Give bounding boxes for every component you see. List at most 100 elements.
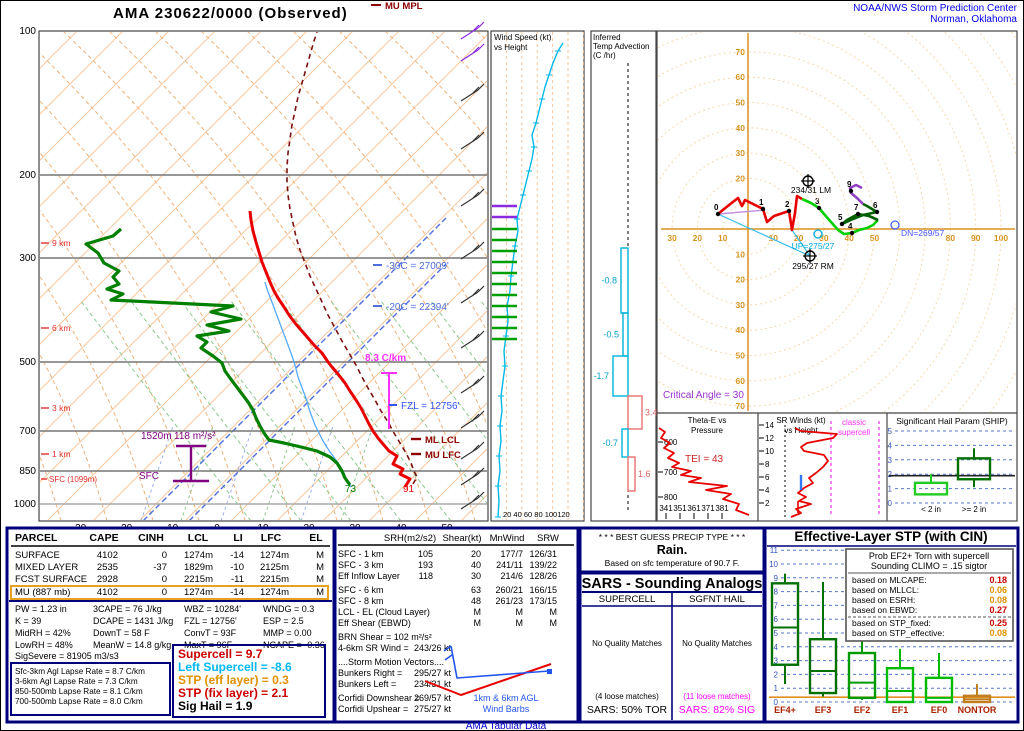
stp-prob-line1: Prob EF2+ Torn with supercell: [869, 551, 989, 561]
lapse-rate-row: 700-500mb Lapse Rate = 8.0 C/km: [15, 697, 143, 706]
srh-header: SRW: [537, 533, 559, 544]
surface-dewpoint-value: 73: [345, 484, 357, 495]
sfc-marker: SFC (1099m): [49, 475, 97, 484]
stp-prob-value: 0.27: [989, 605, 1007, 615]
stp-y-tick: 5: [774, 629, 779, 638]
advection-value: -0.8: [601, 276, 617, 286]
parcel-cell: M: [316, 587, 324, 598]
parcel-cell: M: [316, 574, 324, 585]
srh-cell: 128/26: [529, 571, 557, 581]
sars-col2-loose: (11 loose matches): [683, 692, 751, 701]
inflow-height-label: 1520m: [141, 431, 172, 442]
srh-header: SRH(m2/s2): [384, 533, 436, 544]
pressure-label: 1000: [14, 499, 37, 510]
thermo-cell: 3CAPE = 76 J/kg: [93, 604, 162, 614]
precip-basis: Based on sfc temperature of 90.7 F.: [605, 558, 740, 568]
thermo-cell: ConvT = 93F: [184, 628, 237, 638]
parcel-cell: 2125m: [260, 562, 289, 573]
srh-row-label: Eff Inflow Layer: [338, 571, 400, 581]
hodo-bottom-label: 50: [736, 351, 746, 361]
height-marker: 3 km: [52, 403, 70, 413]
advection-title1: Inferred: [593, 33, 621, 42]
hodo-top-label: 60: [736, 72, 746, 82]
dn-label: DN=269/57: [901, 228, 945, 238]
hodo-top-label: 50: [736, 98, 746, 108]
advection-value: -0.5: [603, 330, 619, 340]
hodo-bottom-label: 70: [736, 401, 746, 411]
srh-cell: 166/15: [529, 585, 557, 595]
hodo-km-marker: 1: [759, 198, 764, 207]
agency-line2: Norman, Oklahoma: [930, 14, 1017, 25]
pressure-label: 200: [19, 170, 36, 181]
parcel-header: LCL: [188, 532, 209, 544]
srh-cell: M: [516, 607, 524, 617]
parcel-header: LFC: [261, 532, 282, 544]
barb-note1: 1km & 6km AGL: [473, 693, 538, 703]
stp-prob-label: based on MLCAPE:: [852, 575, 927, 585]
temp-axis-label: 20: [303, 523, 315, 534]
advection-title2: Temp Advection: [593, 42, 649, 51]
corfidi-up-label: Corfidi Upshear =: [338, 704, 408, 714]
ship-cat-label: < 2 in: [921, 505, 941, 514]
theta-e-x-tick: 361: [687, 504, 701, 513]
srh-cell: 20: [471, 549, 481, 559]
thermo-cell: LowRH = 48%: [15, 640, 73, 650]
stp-prob-value: 0.25: [989, 618, 1007, 628]
stp-y-tick: 11: [770, 546, 779, 555]
thermo-cell: FZL = 12756': [184, 616, 237, 626]
stp-y-tick: 6: [774, 615, 779, 624]
sr-winds-y-tick: 12: [765, 434, 774, 443]
sars-col1-loose: (4 loose matches): [595, 692, 659, 701]
corfidi-down-value: 269/57 kt: [414, 693, 452, 703]
srh-cell: M: [516, 618, 524, 628]
parcel-cell: 2215m: [260, 574, 289, 585]
sr-winds-y-tick: 14: [765, 421, 774, 430]
srh-header: MnWind: [490, 533, 525, 544]
srh-header: Shear(kt): [442, 533, 481, 544]
srh-cell: 214/6: [500, 571, 523, 581]
hodo-right-label: 40: [844, 233, 854, 243]
srh-row-label: SFC - 6 km: [338, 585, 384, 595]
srh-cell: 126/31: [529, 549, 557, 559]
parcel-cell: -14: [230, 587, 244, 598]
rm-label: 295/27 RM: [792, 261, 834, 271]
sr-winds-y-tick: 6: [765, 473, 770, 482]
corfidi-down-label: Corfidi Downshear =: [338, 693, 420, 703]
hodo-bottom-label: 30: [736, 300, 746, 310]
sr46-label: 4-6km SR Wind =: [338, 643, 409, 653]
corfidi-up-value: 275/27 kt: [414, 704, 452, 714]
parcel-cell: 1274m: [260, 550, 289, 561]
stp-prob-label: based on STP_effective:: [852, 628, 944, 638]
parcel-row-label: MU (887 mb): [15, 587, 70, 598]
theta-e-title2: Pressure: [691, 426, 724, 435]
stp-prob-label: based on EBWD:: [852, 605, 917, 615]
parcel-cell: 1274m: [184, 550, 213, 561]
wind-panel-title2: vs Height: [494, 43, 528, 52]
srh-row-label: SFC - 1 km: [338, 549, 384, 559]
hodo-km-marker: 7: [854, 203, 859, 212]
srh-cell: 48: [471, 596, 481, 606]
parcel-cell: 1274m: [260, 587, 289, 598]
parcel-row-label: MIXED LAYER: [15, 562, 78, 573]
tabular-data-link[interactable]: AMA Tabular Data: [465, 721, 547, 731]
hodo-bottom-label: 60: [736, 376, 746, 386]
hodo-bottom-label: 20: [736, 275, 746, 285]
stp-y-tick: 9: [774, 574, 779, 583]
parcel-cell: -14: [230, 550, 244, 561]
stp-category-label: EF0: [931, 705, 948, 715]
srh-cell: 40: [471, 560, 481, 570]
temp-axis-label: 10: [257, 523, 269, 534]
sr-winds-y-tick: 4: [765, 486, 770, 495]
index-value: Supercell = 9.7: [178, 647, 263, 661]
srh-cell: 193: [418, 560, 433, 570]
theta-e-title1: Theta-E vs: [688, 416, 727, 425]
sars-col1-match: No Quality Matches: [592, 639, 662, 648]
hodo-km-marker: 2: [785, 200, 790, 209]
hodo-km-marker: 0: [714, 203, 719, 212]
parcel-cell: 4102: [97, 587, 118, 598]
theta-e-y-tick: 800: [664, 493, 678, 502]
height-marker: 1 km: [52, 449, 70, 459]
height-marker: 9 km: [52, 238, 70, 248]
stp-category-label: EF1: [892, 705, 909, 715]
wind-barb-column: [460, 21, 485, 510]
